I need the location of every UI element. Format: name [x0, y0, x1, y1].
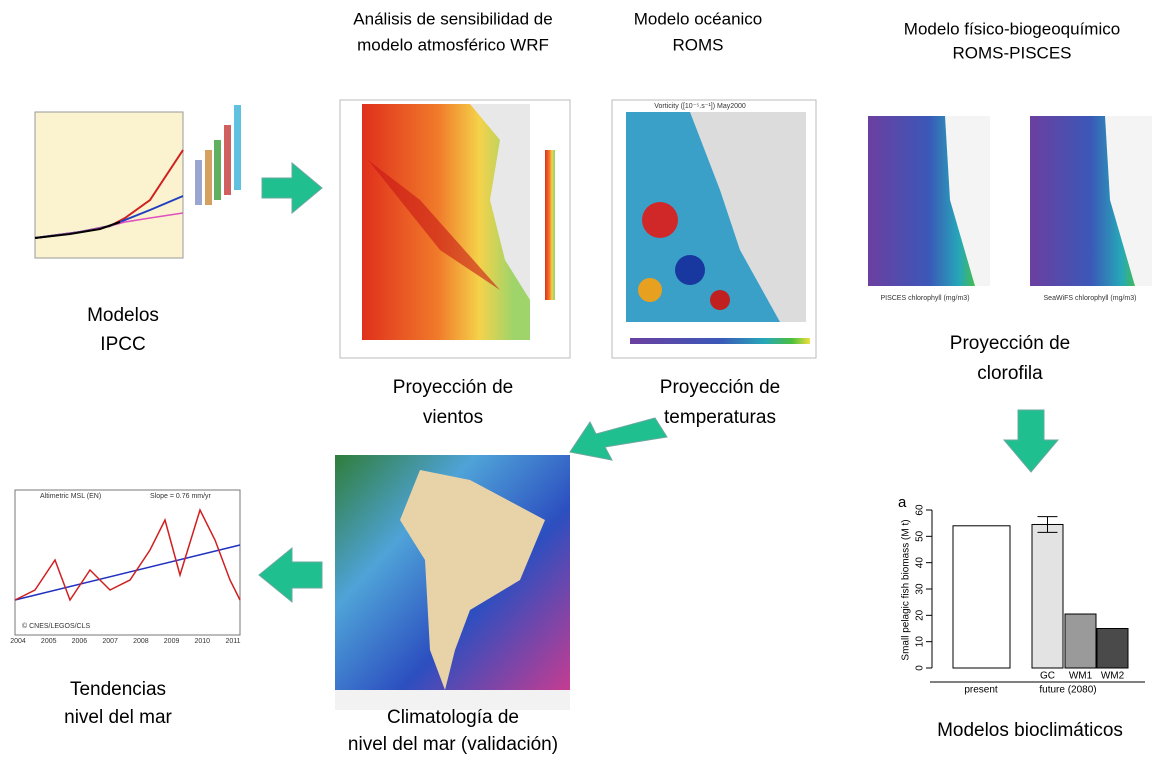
y-tick-label: 50: [915, 530, 926, 542]
y-tick-label: 40: [915, 557, 926, 569]
bar: [1097, 629, 1128, 669]
caption: vientos: [423, 407, 483, 428]
bar-chart: a Small pelagic fish biomass (M t) 0 10 20…: [898, 494, 1145, 696]
map-label: SeaWiFS chlorophyll (mg/m3): [1044, 295, 1137, 302]
credit: © CNES/LEGOS/CLS: [22, 622, 91, 630]
panel-label: a: [898, 494, 907, 511]
group-label: present: [964, 685, 998, 696]
bar: [1065, 614, 1096, 668]
caption: Modelos: [87, 305, 159, 326]
title: Modelo océanico: [634, 9, 763, 28]
y-axis-label: Small pelagic fish biomass (M t): [901, 519, 912, 660]
ipcc-image: [35, 105, 241, 258]
y-tick-label: 60: [915, 504, 926, 516]
caption: Proyección de: [660, 377, 780, 398]
ocean-map: Vorticity ([10⁻⁵.s⁻¹]) May2000: [612, 100, 816, 358]
arrow: [259, 548, 322, 602]
bar: [953, 526, 1010, 668]
x-tick-label: 2008: [133, 638, 149, 645]
group-label: future (2080): [1039, 685, 1096, 696]
x-tick-label: 2010: [194, 638, 210, 645]
x-tick-label: 2006: [72, 638, 88, 645]
title: modelo atmosférico WRF: [357, 35, 549, 54]
x-tick-label: 2007: [102, 638, 118, 645]
climatology-map: [335, 455, 570, 710]
annotation: Slope = 0.76 mm/yr: [150, 493, 212, 500]
x-tick-label: WM2: [1101, 671, 1125, 682]
caption: Proyección de: [950, 333, 1070, 354]
caption: temperaturas: [664, 407, 776, 428]
caption: Tendencias: [70, 679, 166, 700]
caption: Modelos bioclimáticos: [937, 720, 1123, 741]
caption: Proyección de: [393, 377, 513, 398]
caption: nivel del mar (validación): [348, 734, 558, 755]
wind-map: [340, 100, 570, 358]
title: Modelo físico-biogeoquímico: [904, 19, 1120, 38]
legend: Altimetric MSL (EN): [40, 493, 101, 500]
map-label: PISCES chlorophyll (mg/m3): [880, 295, 969, 302]
y-tick-label: 20: [915, 609, 926, 621]
arrow: [1004, 410, 1058, 472]
bar: [1032, 524, 1063, 668]
x-tick-label: WM1: [1069, 671, 1093, 682]
caption: nivel del mar: [64, 707, 172, 728]
y-tick-label: 0: [915, 665, 926, 671]
x-tick-label: GC: [1040, 671, 1055, 682]
arrow: [570, 418, 667, 460]
x-tick-label: 2004: [10, 638, 26, 645]
caption: clorofila: [977, 363, 1043, 384]
title: Análisis de sensibilidad de: [353, 9, 552, 28]
x-tick-label: 2009: [164, 638, 180, 645]
x-tick-label: 2011: [225, 638, 240, 645]
title: ROMS-PISCES: [952, 43, 1071, 62]
arrow: [262, 163, 322, 213]
y-tick-label: 10: [915, 636, 926, 648]
sea-level-chart: Altimetric MSL (EN) Slope = 0.76 mm/yr ©…: [10, 490, 240, 645]
x-tick-label: 2005: [41, 638, 57, 645]
diagram: Análisis de sensibilidad de modelo atmos…: [0, 0, 1172, 759]
caption: Climatología de: [387, 707, 519, 728]
map-title: Vorticity ([10⁻⁵.s⁻¹]) May2000: [654, 103, 746, 110]
caption: IPCC: [100, 334, 145, 355]
chlorophyll-maps: PISCES chlorophyll (mg/m3) SeaWiFS chlor…: [868, 116, 1152, 302]
title: ROMS: [673, 35, 724, 54]
y-tick-label: 30: [915, 583, 926, 595]
